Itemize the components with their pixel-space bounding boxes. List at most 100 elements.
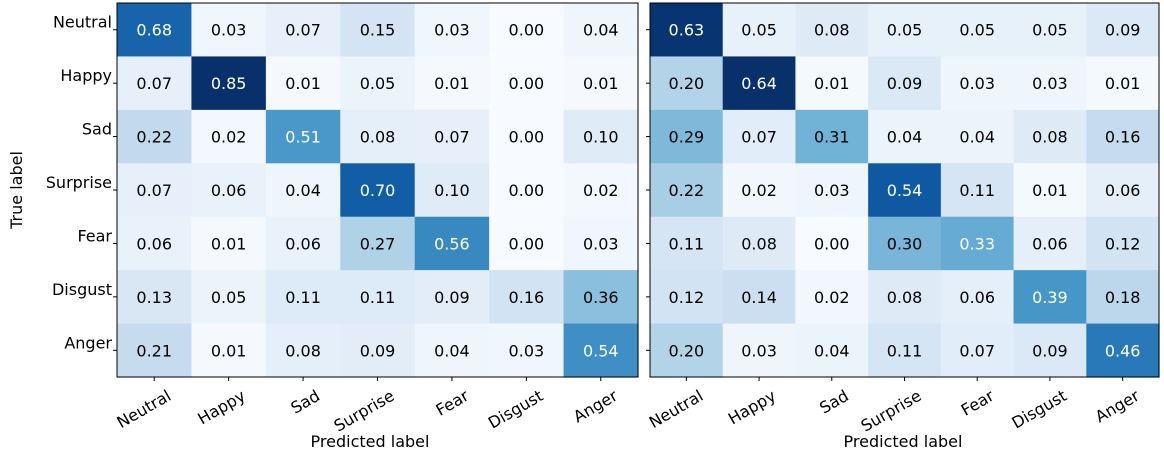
x-tick-label: Disgust [1008, 386, 1069, 432]
cell-value-label: 0.03 [959, 74, 995, 93]
cell-value-label: 0.04 [285, 181, 321, 200]
heatmap-cell [868, 56, 942, 111]
cell-value-label: 0.56 [434, 234, 470, 253]
cell-value-label: 0.03 [1032, 74, 1068, 93]
heatmap-cell [1086, 56, 1160, 111]
cell-value-label: 0.02 [814, 288, 850, 307]
cell-value-label: 0.01 [1032, 181, 1068, 200]
heatmap-cell [265, 56, 341, 111]
heatmap-cell [563, 56, 639, 111]
heatmap-cell [795, 163, 869, 218]
heatmap-cell [117, 163, 193, 218]
cell-value-label: 0.02 [211, 128, 247, 147]
cell-value-label: 0.08 [285, 341, 321, 360]
heatmap-cell [1086, 163, 1160, 218]
cell-value-label: 0.02 [741, 181, 777, 200]
heatmap-cell [722, 3, 797, 58]
cell-value-label: 0.03 [434, 21, 470, 40]
cell-value-label: 0.06 [959, 288, 995, 307]
heatmap-cell [722, 163, 797, 218]
cell-value-label: 0.07 [741, 128, 777, 147]
cell-value-label: 0.09 [434, 288, 470, 307]
heatmap-cell [563, 270, 639, 325]
cell-value-label: 0.04 [959, 128, 995, 147]
heatmap-cell [940, 270, 1015, 325]
heatmap-cell [191, 163, 267, 218]
heatmap-cell [868, 216, 942, 271]
heatmap-cell [795, 3, 869, 58]
heatmap-cell [414, 56, 490, 111]
cell-value-label: 0.08 [360, 128, 396, 147]
cell-value-label: 0.10 [434, 181, 470, 200]
heatmap-cell [340, 56, 416, 111]
heatmap-cell [650, 216, 724, 271]
cell-value-label: 0.16 [509, 288, 545, 307]
cell-value-label: 0.00 [509, 181, 545, 200]
cell-value-label: 0.01 [583, 74, 619, 93]
cell-value-label: 0.46 [1105, 341, 1141, 360]
cell-value-label: 0.06 [1032, 234, 1068, 253]
y-tick-label: Anger [64, 333, 112, 352]
heatmap-cell [191, 56, 267, 111]
heatmap-cell [940, 56, 1015, 111]
heatmap-cell [117, 109, 193, 164]
cell-value-label: 0.06 [285, 234, 321, 253]
heatmap-cell [265, 323, 341, 378]
cell-value-label: 0.36 [583, 288, 619, 307]
cell-value-label: 0.14 [741, 288, 777, 307]
heatmap-cell [414, 163, 490, 218]
cell-value-label: 0.22 [136, 128, 172, 147]
heatmap-cell [489, 3, 565, 58]
x-tick-label: Anger [570, 386, 621, 426]
heatmap-cell [1013, 323, 1087, 378]
heatmap-cell [650, 3, 724, 58]
x-axis-label: Predicted label [844, 432, 963, 451]
heatmap-cell [340, 216, 416, 271]
cell-value-label: 0.51 [285, 128, 321, 147]
heatmap-cell [414, 109, 490, 164]
x-tick-label: Surprise [331, 386, 398, 436]
cell-value-label: 0.01 [211, 234, 247, 253]
heatmap-cell [489, 109, 565, 164]
heatmap-cell [489, 56, 565, 111]
cell-value-label: 0.13 [136, 288, 172, 307]
heatmap-cell [563, 216, 639, 271]
heatmap-cell [563, 109, 639, 164]
x-tick-label: Neutral [646, 386, 707, 432]
heatmap-cell [414, 216, 490, 271]
x-tick-label: Disgust [485, 386, 546, 432]
cell-value-label: 0.05 [887, 21, 923, 40]
heatmap-cell [340, 270, 416, 325]
y-tick-label: Fear [77, 226, 112, 245]
heatmap-cell [340, 323, 416, 378]
heatmap-cell [265, 109, 341, 164]
heatmap-cell [414, 323, 490, 378]
cell-value-label: 0.01 [434, 74, 470, 93]
cell-value-label: 0.06 [136, 234, 172, 253]
x-tick-label: Surprise [858, 386, 925, 436]
heatmap-cell [1086, 270, 1160, 325]
heatmap-cell [563, 163, 639, 218]
heatmap-cell [650, 163, 724, 218]
heatmap-cell [1013, 56, 1087, 111]
heatmap-cell [489, 163, 565, 218]
cell-value-label: 0.09 [1105, 21, 1141, 40]
cell-value-label: 0.04 [434, 341, 470, 360]
cell-value-label: 0.54 [583, 341, 619, 360]
heatmap-cell [722, 56, 797, 111]
cell-value-label: 0.00 [509, 21, 545, 40]
cell-value-label: 0.03 [211, 21, 247, 40]
heatmap-cell [868, 270, 942, 325]
heatmap-cell [940, 3, 1015, 58]
heatmap-cell [940, 109, 1015, 164]
y-tick-label: Disgust [52, 280, 112, 299]
cell-value-label: 0.01 [1105, 74, 1141, 93]
heatmap-cell [1086, 323, 1160, 378]
heatmap-cell [795, 56, 869, 111]
cell-value-label: 0.07 [285, 21, 321, 40]
cell-value-label: 0.06 [211, 181, 247, 200]
heatmap-cell [795, 109, 869, 164]
heatmap-cell [1086, 3, 1160, 58]
heatmap-cell [489, 216, 565, 271]
heatmap-cell [191, 216, 267, 271]
